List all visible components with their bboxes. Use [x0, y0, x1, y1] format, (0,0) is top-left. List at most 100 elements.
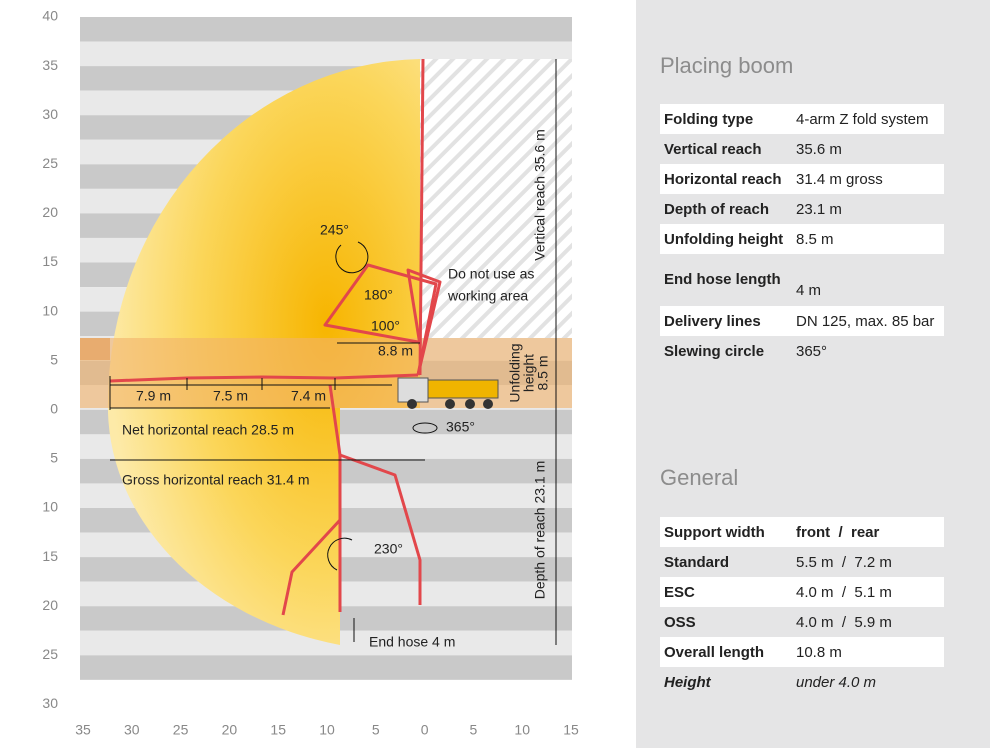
row: Folding type 4-arm Z fold system — [660, 104, 944, 134]
value: 4-arm Z fold system — [796, 110, 929, 128]
header-row: Support width front / rear — [660, 517, 944, 547]
x-axis-label: 30 — [124, 722, 140, 738]
y-axis-label: 20 — [42, 204, 58, 220]
y-axis-label: 0 — [50, 401, 58, 417]
y-axis-label: 15 — [42, 548, 58, 564]
x-axis-label: 5 — [470, 722, 478, 738]
row: Slewing circle 365° — [660, 336, 944, 366]
y-axis-label: 25 — [42, 646, 58, 662]
dimension-label: 7.4 m — [291, 388, 326, 404]
x-axis-label: 25 — [173, 722, 189, 738]
label: End hose length — [664, 271, 781, 288]
label: Depth of reach — [664, 200, 770, 218]
dimension-label: 8.5 m — [535, 355, 551, 390]
row: Unfolding height 8.5 m — [660, 224, 944, 254]
value: 31.4 m gross — [796, 170, 883, 188]
dimension-label: Unfolding — [507, 343, 523, 402]
label: Support width — [664, 523, 765, 541]
label: Horizontal reach — [664, 170, 782, 188]
note: working area — [447, 288, 528, 304]
value: 365° — [796, 342, 828, 360]
row: ESC 4.0 m / 5.1 m — [660, 577, 944, 607]
label: Vertical reach — [664, 140, 762, 158]
x-axis-label: 10 — [514, 722, 530, 738]
label: Height — [664, 673, 711, 691]
y-axis-label: 40 — [42, 8, 58, 24]
y-axis-label: 20 — [42, 597, 58, 613]
angle-label: 230° — [374, 541, 403, 557]
y-axis-label: 30 — [42, 106, 58, 122]
value: 4.0 m / 5.1 m — [796, 583, 892, 601]
x-axis-label: 5 — [372, 722, 380, 738]
y-axis-label: 35 — [42, 57, 58, 73]
band — [80, 655, 572, 680]
value: 8.5 m — [796, 230, 834, 248]
label: Folding type — [664, 110, 754, 128]
section-title: Placing boom — [660, 53, 794, 78]
y-axis-label: 10 — [42, 302, 58, 318]
y-axis-label: 30 — [42, 695, 58, 711]
label: Overall length — [664, 643, 765, 661]
label: Standard — [664, 553, 730, 571]
dimension-label: End hose 4 m — [369, 634, 455, 650]
angle-label: 180° — [364, 287, 393, 303]
row: Depth of reach 23.1 m — [660, 194, 944, 224]
x-axis-label: 10 — [319, 722, 335, 738]
value: under 4.0 m — [796, 673, 877, 691]
section-title: General — [660, 465, 739, 490]
annotations: 245° 180° 100° 8.8 m Do not use as worki… — [122, 129, 551, 649]
label: Delivery lines — [664, 312, 761, 330]
dimension-label: 7.9 m — [136, 388, 171, 404]
dimension-label: 7.5 m — [213, 388, 248, 404]
y-axis-label: 15 — [42, 253, 58, 269]
value: front / rear — [796, 523, 880, 541]
value: 35.6 m — [796, 140, 842, 158]
x-axis-label: 20 — [222, 722, 238, 738]
row: Height under 4.0 m — [660, 667, 944, 697]
truck — [397, 377, 499, 409]
y-axis-label: 5 — [50, 450, 58, 466]
y-axis-label: 10 — [42, 499, 58, 515]
value: 5.5 m / 7.2 m — [796, 553, 892, 571]
angle-label: 365° — [446, 419, 475, 435]
dimension-label: Vertical reach 35.6 m — [532, 129, 548, 261]
angle-label: 100° — [371, 318, 400, 334]
band — [80, 17, 572, 42]
value: 4 m — [796, 281, 822, 299]
dimension-label: Gross horizontal reach 31.4 m — [122, 472, 310, 488]
row: Delivery lines DN 125, max. 85 bar — [660, 306, 944, 336]
boom-lines — [109, 58, 442, 616]
spec-panel: Placing boom Folding type 4-arm Z fold sy… — [636, 0, 990, 748]
reach-diagram: 245° 180° 100° 8.8 m Do not use as worki… — [42, 8, 579, 738]
axis-labels: 40 35 30 25 20 15 10 5 0 5 10 15 20 25 30 35 30 25 20 15 10 5… — [42, 8, 579, 738]
dimension-label: 8.8 m — [378, 343, 413, 359]
row: Overall length 10.8 m — [660, 637, 944, 667]
row: Vertical reach 35.6 m — [660, 134, 944, 164]
spec-table: Support width front / rear Standard 5.5 m … — [660, 517, 944, 697]
row: Standard 5.5 m / 7.2 m — [660, 547, 944, 577]
band-notch — [80, 338, 110, 360]
value: DN 125, max. 85 bar — [796, 312, 935, 330]
x-axis-label: 35 — [75, 722, 91, 738]
y-axis-label: 5 — [50, 351, 58, 367]
spec-table: Folding type 4-arm Z fold system Vertical… — [660, 104, 944, 366]
row: End hose length 4 m — [660, 254, 944, 306]
value: 23.1 m — [796, 200, 842, 218]
x-axis-label: 15 — [563, 722, 579, 738]
dimension-lines — [109, 59, 557, 645]
dimension-label: Net horizontal reach 28.5 m — [122, 422, 294, 438]
x-axis-label: 0 — [421, 722, 429, 738]
hatched-area — [420, 59, 572, 338]
note: Do not use as — [448, 266, 534, 282]
label: Slewing circle — [664, 342, 765, 360]
label: OSS — [664, 613, 696, 631]
value: 10.8 m — [796, 643, 842, 661]
dimension-label: Depth of reach 23.1 m — [532, 461, 548, 600]
angle-label: 245° — [320, 222, 349, 238]
x-axis-label: 15 — [270, 722, 286, 738]
y-axis-label: 25 — [42, 155, 58, 171]
dimension-label: height — [521, 354, 537, 392]
value: 4.0 m / 5.9 m — [796, 613, 892, 631]
row: Horizontal reach 31.4 m gross — [660, 164, 944, 194]
